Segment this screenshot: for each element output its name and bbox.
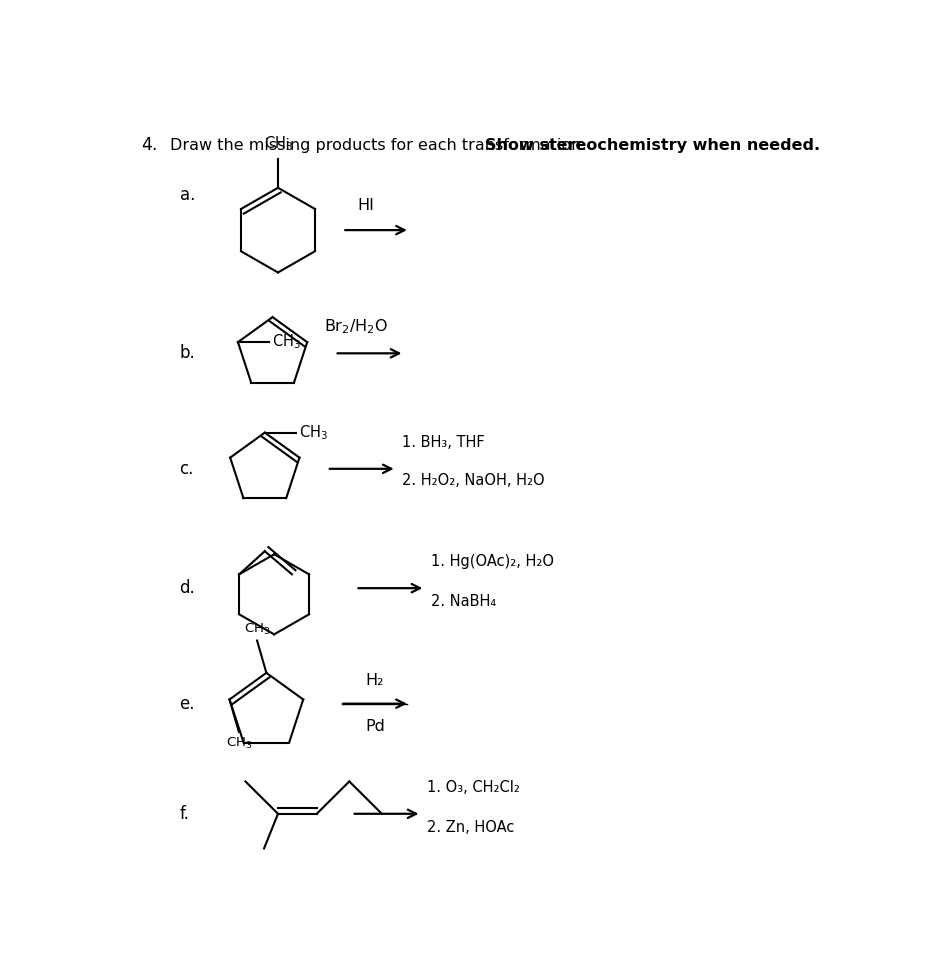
Text: a.: a. xyxy=(179,187,195,204)
Text: CH$_3$: CH$_3$ xyxy=(263,135,292,153)
Text: CH$_3$: CH$_3$ xyxy=(271,333,301,351)
Text: 4.: 4. xyxy=(141,136,157,155)
Text: Show stereochemistry when needed.: Show stereochemistry when needed. xyxy=(485,137,819,153)
Text: 2. Zn, HOAc: 2. Zn, HOAc xyxy=(426,820,514,835)
Text: HI: HI xyxy=(357,198,373,213)
Text: H₂: H₂ xyxy=(366,674,384,688)
Text: Pd: Pd xyxy=(365,719,385,734)
Text: b.: b. xyxy=(179,345,195,362)
Text: 1. Hg(OAc)₂, H₂O: 1. Hg(OAc)₂, H₂O xyxy=(430,554,553,569)
Text: Br$_2$/H$_2$O: Br$_2$/H$_2$O xyxy=(324,318,387,337)
Text: CH$_3$: CH$_3$ xyxy=(299,423,327,442)
Text: Draw the missing products for each transformation.: Draw the missing products for each trans… xyxy=(169,137,590,153)
Text: CH$_3$: CH$_3$ xyxy=(226,736,251,751)
Text: 2. NaBH₄: 2. NaBH₄ xyxy=(430,594,495,609)
Text: d.: d. xyxy=(179,579,195,597)
Text: 1. O₃, CH₂Cl₂: 1. O₃, CH₂Cl₂ xyxy=(426,779,519,795)
Text: f.: f. xyxy=(179,804,189,823)
Text: CH$_3$: CH$_3$ xyxy=(244,621,270,637)
Text: 1. BH₃, THF: 1. BH₃, THF xyxy=(402,435,485,449)
Text: e.: e. xyxy=(179,695,195,712)
Text: 2. H₂O₂, NaOH, H₂O: 2. H₂O₂, NaOH, H₂O xyxy=(402,472,544,488)
Text: c.: c. xyxy=(179,460,194,478)
